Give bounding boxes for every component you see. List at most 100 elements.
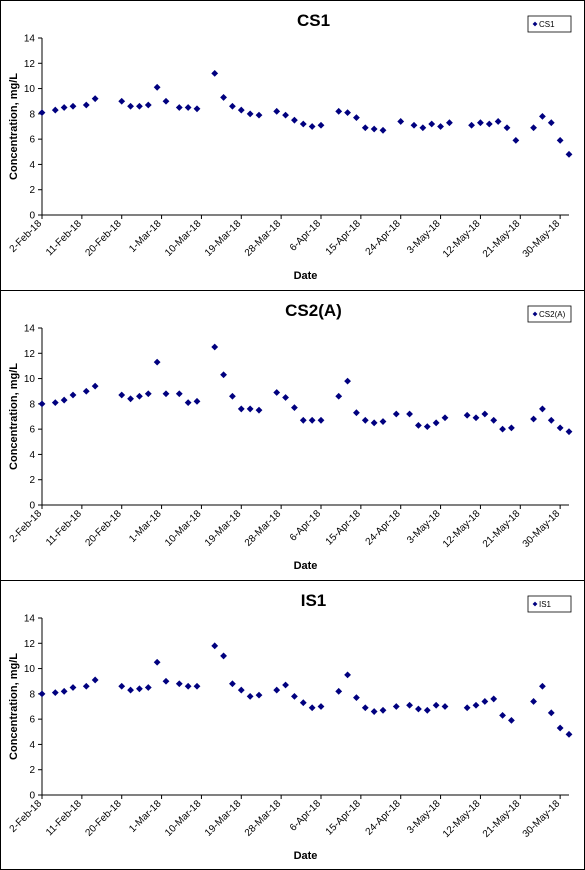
y-tick-label: 0 (29, 501, 35, 512)
x-tick-label: 28-Mar-18 (243, 798, 284, 839)
data-point (494, 118, 502, 125)
y-tick-label: 6 (29, 425, 35, 436)
y-tick-label: 8 (29, 109, 35, 120)
data-point (136, 392, 143, 400)
data-point (530, 124, 537, 132)
y-axis-title: Concentration, mg/L (8, 653, 20, 760)
data-point (335, 107, 343, 115)
x-tick-label: 15-Apr-18 (324, 798, 364, 838)
y-tick-label: 2 (29, 765, 35, 776)
x-tick-label: 1-Mar-18 (127, 508, 164, 545)
data-point (481, 410, 489, 418)
data-point (211, 343, 219, 351)
data-point (118, 97, 126, 105)
data-point (490, 416, 498, 424)
data-point (246, 405, 254, 413)
x-tick-label: 15-Apr-18 (324, 508, 364, 548)
data-point (193, 105, 201, 113)
data-point (353, 694, 360, 702)
data-point (193, 397, 201, 405)
data-point (317, 121, 325, 129)
y-tick-label: 4 (29, 450, 35, 461)
data-point (211, 70, 219, 77)
data-point (308, 416, 316, 424)
data-point (370, 419, 378, 427)
x-tick-label: 20-Feb-18 (83, 218, 124, 259)
data-point (415, 421, 422, 429)
data-point (299, 120, 307, 128)
x-tick-label: 21-May-18 (481, 218, 523, 260)
data-point (69, 102, 77, 110)
data-point (91, 95, 99, 103)
data-point (370, 125, 378, 133)
x-tick-label: 1-Mar-18 (127, 798, 164, 835)
data-point (153, 358, 161, 366)
data-point (379, 706, 387, 714)
data-point (410, 121, 418, 129)
data-point (175, 680, 183, 688)
data-point (344, 377, 351, 385)
data-point (565, 428, 573, 436)
chart-panel-cs1: CS1 0 2 4 6 8 10 12 14 2-Feb-18 11-Feb-18 20-Feb-18… (0, 0, 585, 291)
data-point (127, 102, 134, 110)
data-point (556, 424, 564, 432)
chart-title: IS1 (301, 591, 327, 610)
data-point (273, 389, 281, 396)
data-point (291, 404, 298, 412)
data-point (441, 703, 449, 710)
x-tick-label: 30-May-18 (521, 218, 563, 260)
x-axis-title: Date (294, 560, 318, 572)
chart-title: CS2(A) (285, 301, 342, 320)
data-point (51, 689, 59, 696)
data-point (82, 101, 90, 109)
y-tick-label: 0 (29, 211, 35, 222)
y-tick-label: 2 (29, 475, 35, 486)
data-point (379, 418, 387, 425)
data-point (508, 424, 515, 432)
data-point (335, 392, 343, 400)
chart-svg: IS1 0 2 4 6 8 10 12 14 2-Feb-18 11-Feb-18 20-Feb-18… (8, 591, 573, 862)
data-point (246, 692, 254, 700)
data-point (317, 416, 325, 424)
data-point (162, 390, 170, 398)
data-point (565, 730, 573, 738)
data-point (335, 687, 343, 695)
x-tick-label: 21-May-18 (481, 508, 523, 550)
y-tick-label: 2 (29, 185, 35, 196)
data-point (220, 94, 227, 101)
x-tick-label: 20-Feb-18 (83, 798, 124, 839)
chart-svg: CS2(A) 0 2 4 6 8 10 12 14 2-Feb-18 11-Feb-18 20-Feb… (8, 301, 573, 572)
y-tick-label: 10 (24, 84, 36, 95)
legend: CS2(A) (527, 305, 572, 323)
y-tick-label: 8 (29, 399, 35, 410)
data-point (162, 97, 170, 105)
x-tick-label: 24-Apr-18 (364, 508, 404, 548)
x-tick-label: 11-Feb-18 (44, 508, 84, 548)
data-point (69, 684, 77, 691)
data-point (82, 387, 90, 395)
data-point (547, 119, 555, 127)
data-point (291, 692, 298, 700)
data-point (60, 104, 68, 111)
x-tick-label: 30-May-18 (521, 798, 563, 840)
y-axis-title: Concentration, mg/L (8, 73, 20, 180)
y-tick-label: 6 (29, 715, 35, 726)
data-point (370, 708, 378, 715)
x-tick-label: 11-Feb-18 (44, 218, 84, 258)
data-point (361, 416, 369, 424)
x-tick-label: 6-Apr-18 (288, 508, 324, 544)
data-point (237, 686, 245, 694)
legend-label: CS2(A) (539, 310, 566, 319)
data-point (423, 706, 431, 714)
data-point (118, 682, 126, 690)
x-axis-title: Date (294, 270, 318, 282)
y-tick-label: 6 (29, 135, 35, 146)
data-point (392, 703, 400, 710)
data-point (423, 423, 431, 431)
x-tick-label: 15-Apr-18 (324, 218, 364, 258)
data-point (162, 677, 170, 685)
chart-svg: CS1 0 2 4 6 8 10 12 14 2-Feb-18 11-Feb-18 20-Feb-18… (8, 11, 573, 282)
x-tick-label: 10-Mar-18 (163, 508, 204, 549)
data-point (184, 682, 192, 690)
data-point (556, 137, 564, 144)
